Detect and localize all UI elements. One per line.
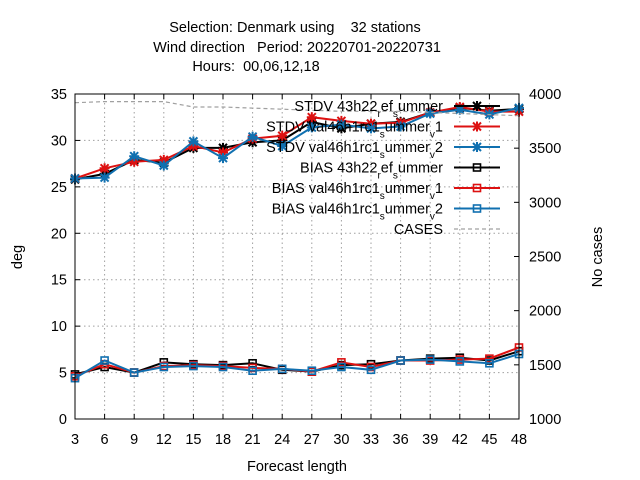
series-5 <box>70 349 524 383</box>
point-5-1 <box>100 356 109 365</box>
x-tick-label-12: 39 <box>422 432 438 448</box>
x-tick-label-3: 12 <box>156 432 172 448</box>
y-tick-label-4: 20 <box>51 226 67 242</box>
point-5-11 <box>396 356 405 365</box>
y-tick-label-0: 0 <box>59 412 67 428</box>
y-axis: 0 5 10 15 20 25 30 35 <box>51 87 80 428</box>
point-2-13 <box>454 104 465 115</box>
point-2-9 <box>336 119 347 130</box>
series-line-5 <box>74 353 520 379</box>
y2-tick-label-4: 3000 <box>529 195 561 211</box>
point-5-5 <box>218 362 228 372</box>
point-1-7 <box>277 130 288 141</box>
x-tick-label-14: 45 <box>481 432 497 448</box>
y-tick-label-3: 15 <box>51 273 67 289</box>
y-tick-label-7: 35 <box>51 87 67 103</box>
point-4-9 <box>337 358 346 367</box>
point-2-7 <box>277 141 288 151</box>
x-tick-label-5: 18 <box>215 432 231 448</box>
point-1-5 <box>218 147 228 158</box>
point-2-5 <box>218 153 228 164</box>
series-line-2 <box>74 106 520 180</box>
point-5-9 <box>337 362 346 372</box>
point-5-3 <box>159 362 169 372</box>
point-2-6 <box>247 131 258 142</box>
point-4-14 <box>485 354 494 363</box>
point-2-1 <box>99 172 110 183</box>
x-tick-label-0: 3 <box>71 432 79 448</box>
point-2-12 <box>425 108 436 119</box>
x-tick-label-1: 6 <box>101 432 109 448</box>
point-1-2 <box>129 156 140 167</box>
point-5-10 <box>366 365 376 375</box>
legend-label-2: STDV val46h1rc1summerv2 <box>266 140 443 161</box>
x-axis: 3 6 9 12 15 18 21 24 27 30 33 36 39 42 45 48 <box>71 94 527 448</box>
point-5-4 <box>189 361 198 371</box>
legend-label-5: BIAS val46h1rc1summerv2 <box>272 202 443 223</box>
legend-marker-2 <box>472 142 482 152</box>
legend-label-6: CASES <box>394 222 443 238</box>
chart-title: Selection: Denmark using 32 stations Win… <box>153 20 441 75</box>
chart-title-line-3: Hours: 00,06,12,18 <box>192 59 319 75</box>
chart-title-line-1: Selection: Denmark using 32 stations <box>169 20 420 36</box>
y2-tick-label-6: 4000 <box>529 87 561 103</box>
x-axis-label: Forecast length <box>247 459 347 475</box>
x-tick-label-7: 24 <box>274 432 290 448</box>
legend-marker-3 <box>472 163 482 172</box>
x-tick-label-13: 42 <box>452 432 468 448</box>
y-tick-label-6: 30 <box>51 133 67 149</box>
x-tick-label-10: 33 <box>363 432 379 448</box>
point-1-8 <box>306 112 317 123</box>
point-2-11 <box>395 121 406 132</box>
point-5-6 <box>248 366 257 376</box>
legend-marker-0 <box>472 101 482 111</box>
y2-tick-label-1: 1500 <box>529 358 561 374</box>
point-5-7 <box>277 364 287 374</box>
point-2-3 <box>158 160 169 171</box>
x-tick-label-9: 30 <box>333 432 349 448</box>
y2-tick-label-5: 3500 <box>529 141 561 157</box>
x-tick-label-8: 27 <box>304 432 320 448</box>
x-tick-label-6: 21 <box>245 432 261 448</box>
x-tick-label-4: 15 <box>185 432 201 448</box>
legend-label-4: BIAS val46h1rc1summerv1 <box>272 181 443 202</box>
legend-marker-4 <box>472 183 482 193</box>
series-3 <box>70 346 524 379</box>
point-2-2 <box>129 151 140 162</box>
x-tick-label-2: 9 <box>130 432 138 448</box>
y-tick-label-2: 10 <box>51 319 67 335</box>
y2-axis-label: No cases <box>590 227 606 287</box>
y2-tick-label-0: 1000 <box>529 412 561 428</box>
point-5-13 <box>455 357 465 366</box>
point-2-10 <box>366 123 376 134</box>
point-1-3 <box>158 154 169 165</box>
legend-marker-5 <box>472 204 482 213</box>
point-5-2 <box>129 368 139 377</box>
y-tick-label-5: 25 <box>51 180 67 196</box>
y2-tick-label-3: 2500 <box>529 250 561 266</box>
legend-label-1: STDV val46h1rc1summerv1 <box>266 120 443 141</box>
point-2-8 <box>306 122 317 133</box>
point-5-14 <box>485 358 494 368</box>
x-tick-label-11: 36 <box>393 432 409 448</box>
point-5-12 <box>425 355 435 364</box>
y-axis-label: deg <box>10 245 26 269</box>
chart-title-line-2: Wind direction Period: 20220701-20220731 <box>153 40 441 56</box>
legend-label-3: BIAS 43h22refsummer <box>300 161 443 182</box>
legend-label-0: STDV 43h22refsummer <box>294 99 443 120</box>
x-tick-label-15: 48 <box>511 432 527 448</box>
y2-axis: 1000 1500 2000 2500 3000 3500 4000 <box>514 87 561 428</box>
y2-tick-label-2: 2000 <box>529 304 561 320</box>
point-5-8 <box>307 366 317 376</box>
point-1-1 <box>99 163 110 174</box>
y-tick-label-1: 5 <box>59 366 67 382</box>
legend-marker-1 <box>472 121 482 132</box>
point-2-4 <box>188 136 199 147</box>
